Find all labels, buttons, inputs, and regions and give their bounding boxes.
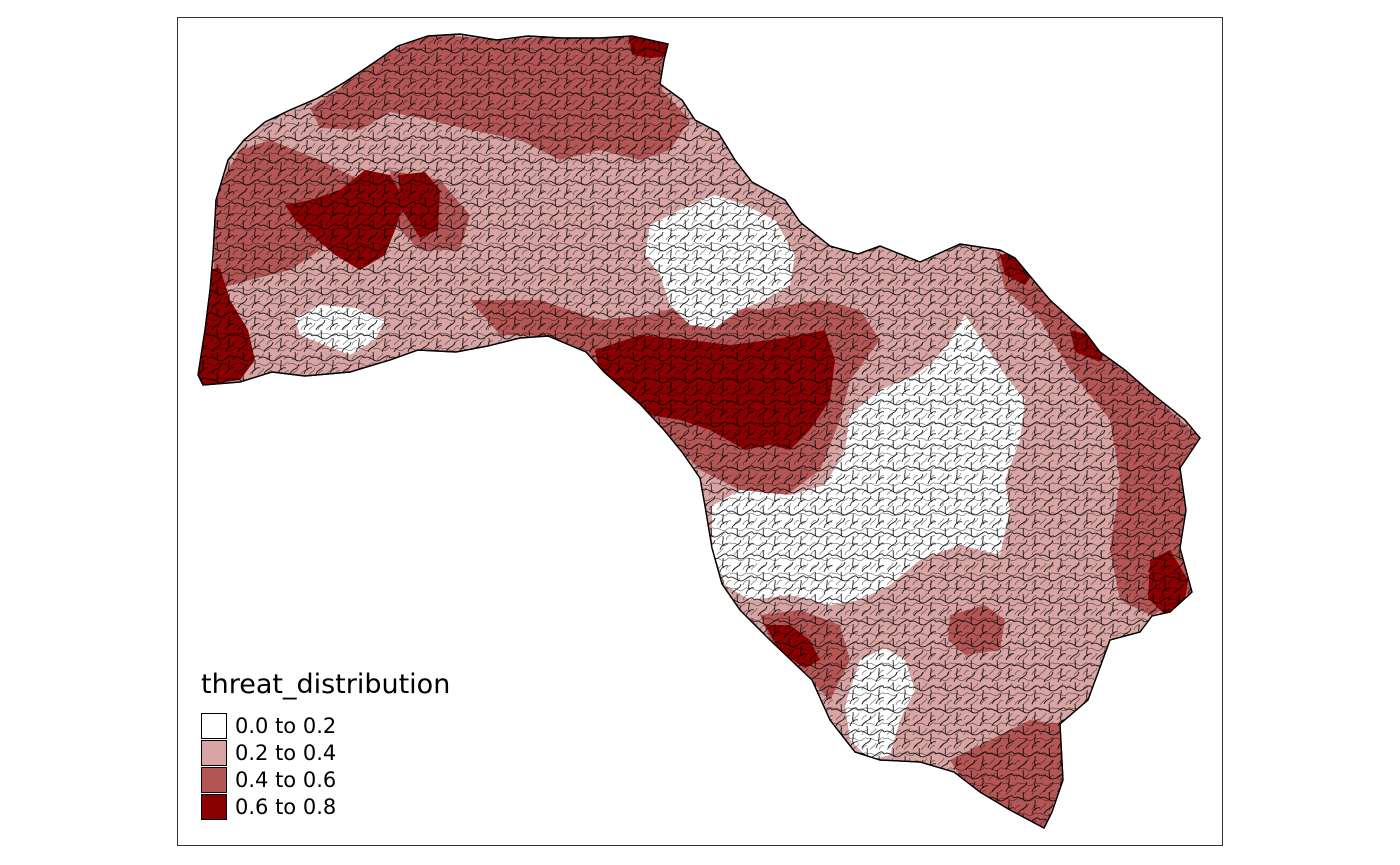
map-legend: threat_distribution 0.0 to 0.2 0.2 to 0.… xyxy=(201,668,450,820)
legend-swatch xyxy=(201,793,227,820)
legend-label: 0.0 to 0.2 xyxy=(235,713,337,738)
legend-swatch xyxy=(201,712,227,739)
legend-item-class-2: 0.2 to 0.4 xyxy=(201,739,450,766)
legend-label: 0.2 to 0.4 xyxy=(235,740,337,765)
legend-item-class-1: 0.0 to 0.2 xyxy=(201,712,450,739)
legend-item-class-3: 0.4 to 0.6 xyxy=(201,766,450,793)
legend-label: 0.4 to 0.6 xyxy=(235,767,337,792)
legend-title: threat_distribution xyxy=(201,669,451,700)
legend-swatch xyxy=(201,766,227,793)
legend-item-class-4: 0.6 to 0.8 xyxy=(201,793,450,820)
legend-swatch xyxy=(201,739,227,766)
legend-label: 0.6 to 0.8 xyxy=(235,794,337,819)
